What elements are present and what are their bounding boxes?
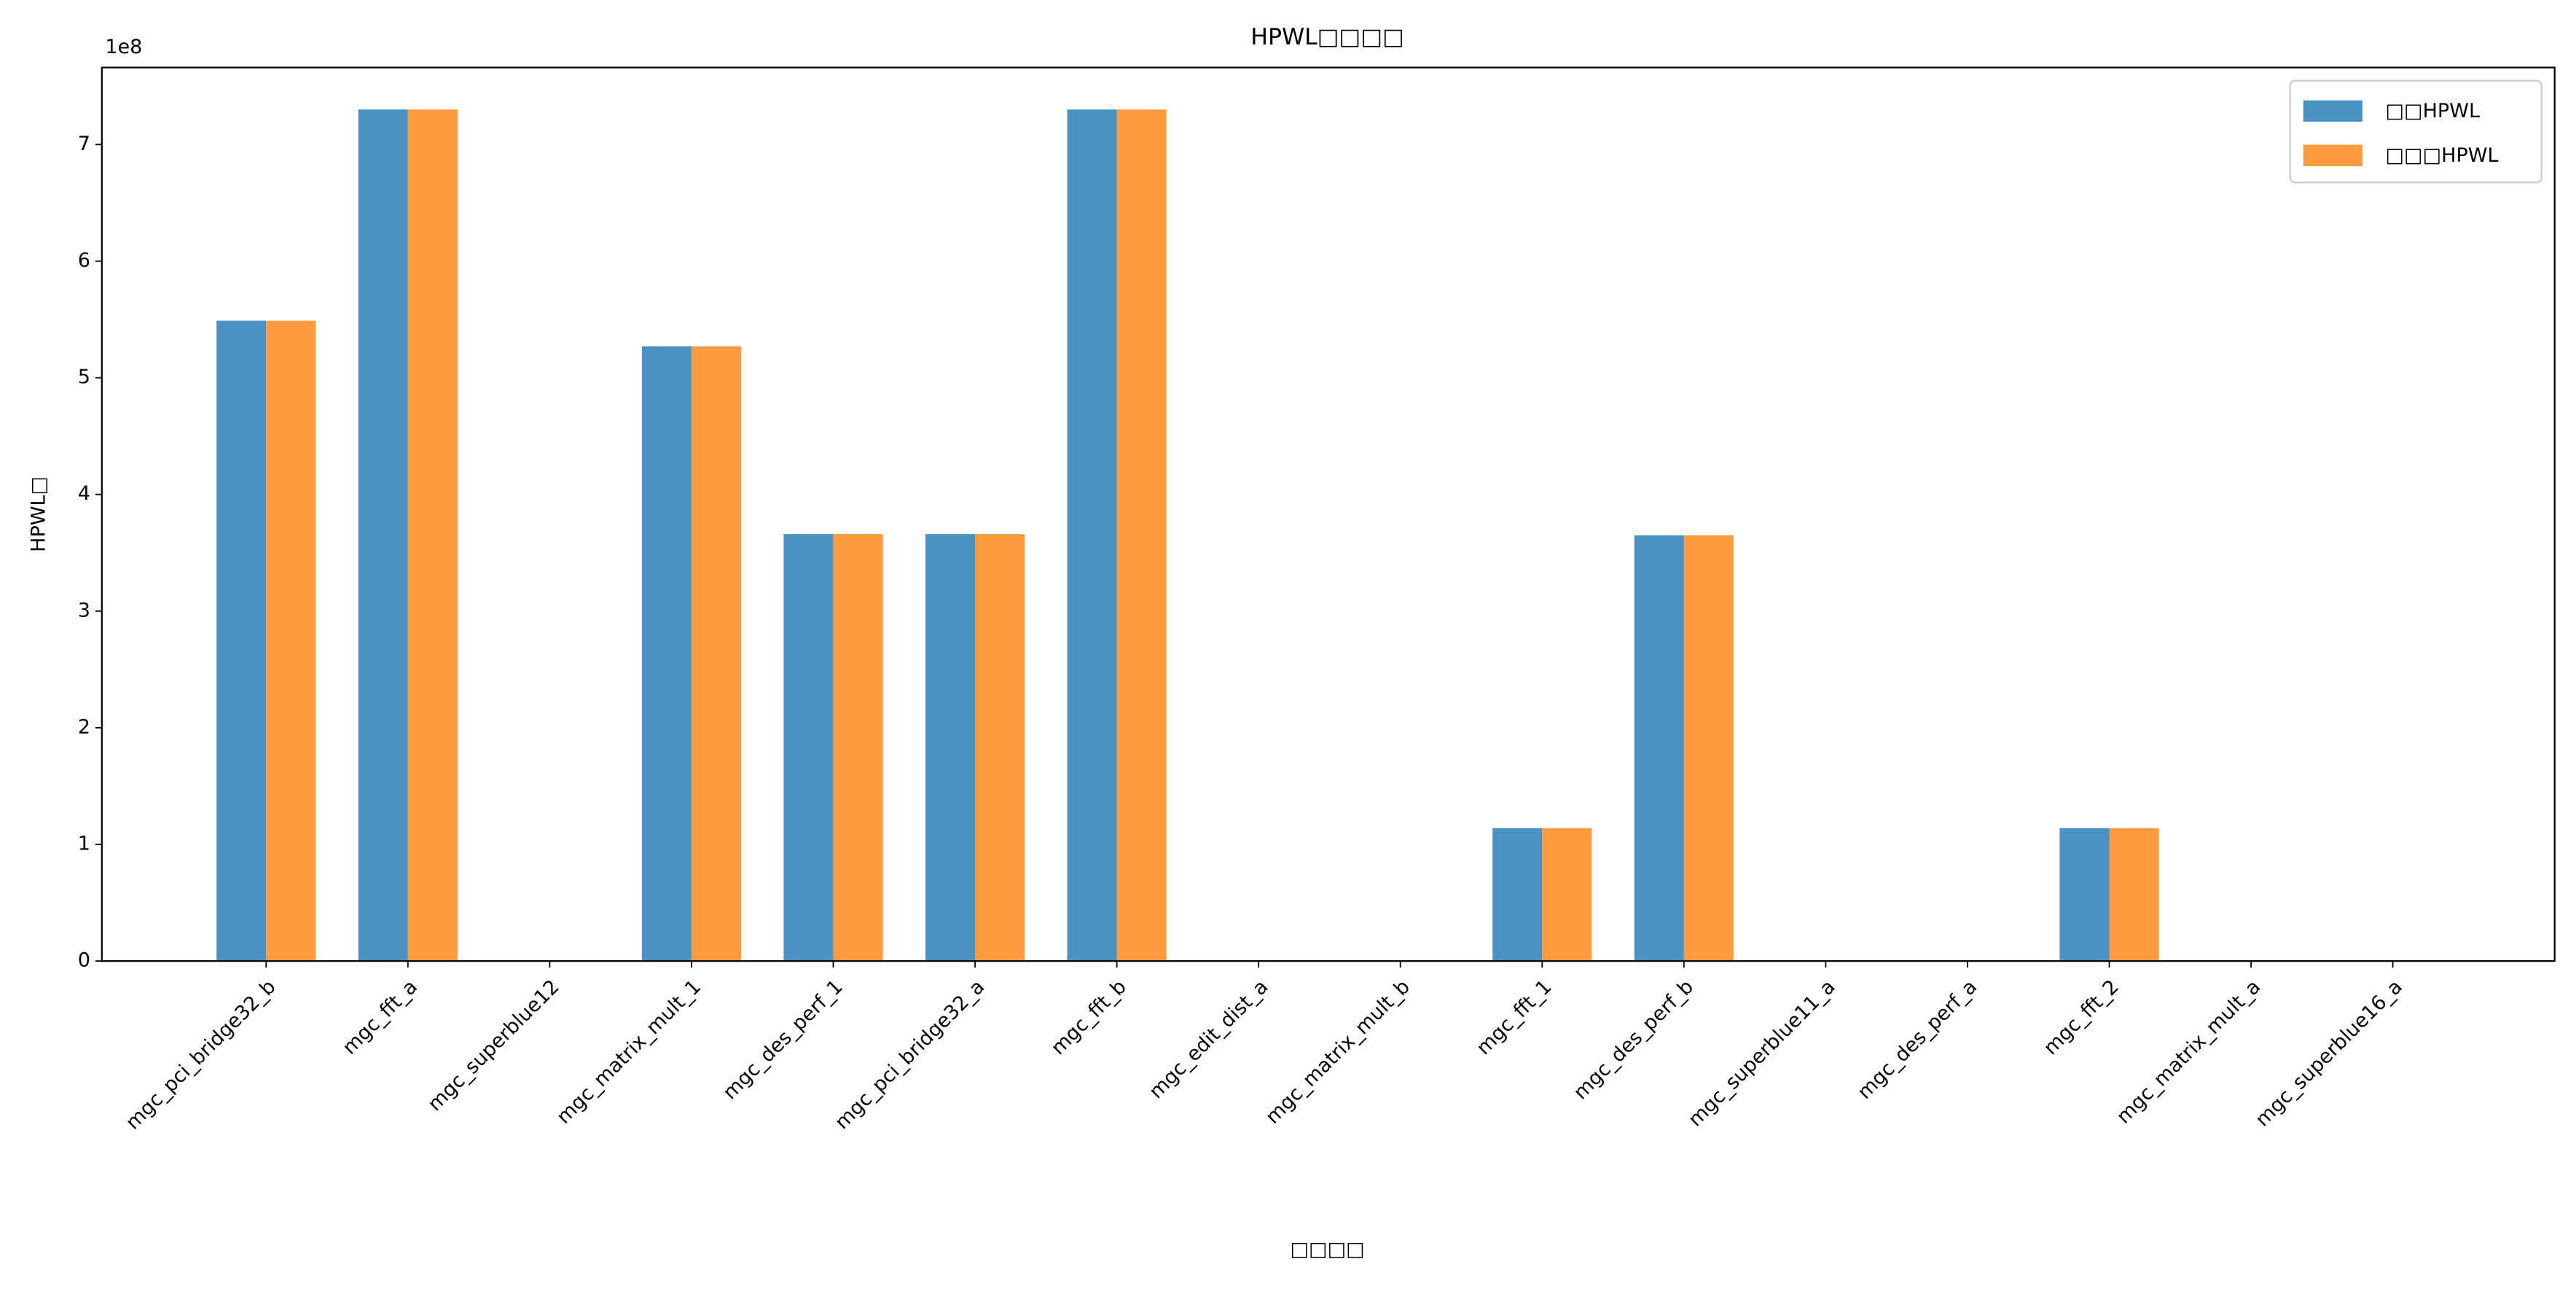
bar — [1492, 828, 1543, 962]
bar — [2059, 828, 2110, 962]
y-tick-label: 1 — [78, 833, 90, 855]
y-tick-label: 3 — [78, 599, 90, 621]
bar — [266, 321, 316, 962]
x-tick-label: mgc_fft_a — [338, 976, 422, 1059]
legend-label: □□□HPWL — [2385, 144, 2498, 167]
y-offset-label: 1e8 — [105, 36, 142, 58]
x-axis-label: □□□□ — [1290, 1238, 1364, 1260]
x-tick-label: mgc_pci_bridge32_b — [122, 976, 281, 1134]
x-tick-label: mgc_pci_bridge32_a — [831, 976, 989, 1134]
x-tick-label: mgc_superblue16_a — [2251, 976, 2407, 1131]
y-tick-label: 7 — [78, 133, 90, 155]
bar — [1634, 535, 1684, 962]
plot-frame — [101, 66, 2556, 962]
bar — [407, 109, 458, 962]
x-tick-label: mgc_des_perf_a — [1853, 976, 1981, 1104]
legend-swatch — [2303, 144, 2362, 166]
x-tick-label: mgc_fft_b — [1047, 976, 1131, 1059]
bar — [691, 346, 742, 962]
bar — [925, 534, 976, 962]
bar — [2109, 828, 2159, 962]
bar — [1116, 109, 1167, 962]
bar — [833, 534, 883, 962]
x-tick-label: mgc_matrix_mult_a — [2113, 976, 2266, 1129]
x-tick-label: mgc_fft_2 — [2040, 976, 2123, 1059]
x-tick-label: mgc_matrix_mult_b — [1261, 976, 1414, 1129]
y-tick-label: 5 — [78, 366, 90, 388]
x-tick-label: mgc_fft_1 — [1472, 976, 1556, 1059]
legend-box — [2289, 79, 2542, 184]
x-tick-label: mgc_matrix_mult_1 — [552, 976, 705, 1129]
bar — [783, 534, 834, 962]
bar — [216, 321, 267, 962]
bar — [1067, 109, 1117, 962]
x-tick-label: mgc_superblue12 — [423, 976, 563, 1115]
bar — [358, 109, 408, 962]
bar — [641, 346, 692, 962]
x-tick-label: mgc_superblue11_a — [1684, 976, 1840, 1131]
bar — [1683, 535, 1734, 962]
y-axis-label: HPWL□ — [28, 476, 50, 552]
chart-title: HPWL□□□□ — [1250, 24, 1404, 50]
bar — [1542, 828, 1592, 962]
y-tick-label: 0 — [78, 949, 90, 972]
legend-swatch — [2303, 100, 2362, 122]
x-tick-label: mgc_des_perf_b — [1570, 976, 1698, 1104]
y-tick-label: 2 — [78, 715, 90, 738]
legend: □□HPWL □□□HPWL — [2289, 79, 2542, 184]
y-tick-label: 4 — [78, 482, 90, 505]
bar — [975, 534, 1025, 962]
x-tick-label: mgc_edit_dist_a — [1145, 976, 1272, 1103]
x-tick-label: mgc_des_perf_1 — [719, 976, 847, 1104]
legend-label: □□HPWL — [2385, 100, 2480, 122]
y-tick-label: 6 — [78, 249, 90, 272]
